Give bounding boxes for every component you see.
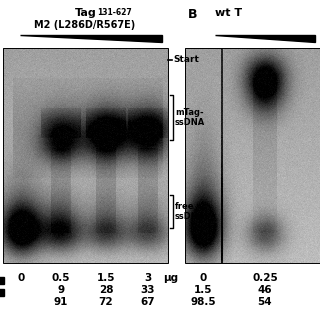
Polygon shape	[20, 35, 162, 42]
Text: 72: 72	[99, 297, 113, 307]
Bar	[0, 277, 4, 284]
Bar	[185, 48, 320, 263]
Text: 0.5: 0.5	[52, 273, 70, 283]
Text: 28: 28	[99, 285, 113, 295]
Text: 46: 46	[258, 285, 272, 295]
Polygon shape	[215, 35, 315, 42]
Text: M2 (L286D/R567E): M2 (L286D/R567E)	[34, 20, 136, 30]
Text: 33: 33	[141, 285, 155, 295]
Text: 54: 54	[258, 297, 272, 307]
Text: 91: 91	[54, 297, 68, 307]
Text: 1.5: 1.5	[194, 285, 212, 295]
Text: 3: 3	[144, 273, 152, 283]
Text: wt T: wt T	[215, 8, 242, 18]
Text: 0: 0	[17, 273, 25, 283]
Bar	[0, 289, 4, 296]
Text: 131-627: 131-627	[97, 8, 132, 17]
Text: 9: 9	[57, 285, 65, 295]
Text: 0.25: 0.25	[252, 273, 278, 283]
Text: 0: 0	[199, 273, 207, 283]
Text: 67: 67	[141, 297, 155, 307]
Text: Start: Start	[173, 55, 199, 65]
Text: 1.5: 1.5	[97, 273, 115, 283]
Text: μg: μg	[163, 273, 178, 283]
Text: B: B	[188, 8, 197, 21]
Text: Tag: Tag	[75, 8, 97, 18]
Text: mTag-
ssDNA: mTag- ssDNA	[175, 108, 205, 127]
Bar	[3, 48, 168, 263]
Text: free
ssDNA: free ssDNA	[175, 202, 205, 221]
Text: 98.5: 98.5	[190, 297, 216, 307]
